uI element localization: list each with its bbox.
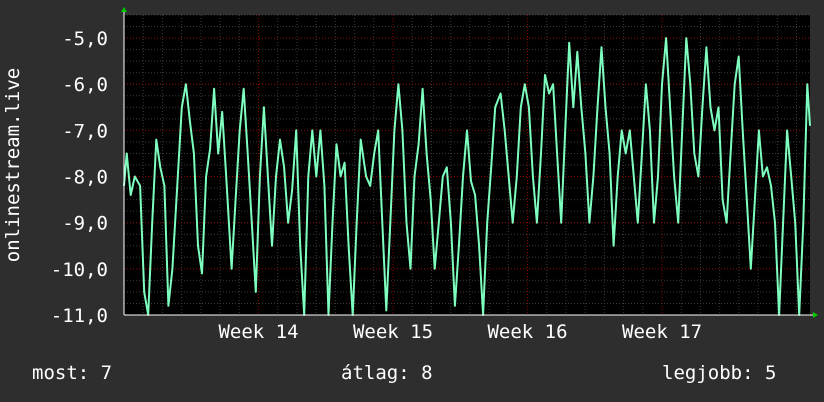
y-tick-label: -5,0 <box>62 28 108 50</box>
y-tick-label: -9,0 <box>62 213 108 235</box>
series-layer <box>123 37 811 316</box>
legend-average: átlag: 8 <box>341 362 433 384</box>
axes <box>121 7 818 318</box>
y-tick-label: -7,0 <box>62 120 108 142</box>
x-tick-label: Week 15 <box>353 321 433 343</box>
y-tick-label: -11,0 <box>51 305 108 327</box>
series-line <box>123 37 811 316</box>
x-tick-label: Week 14 <box>218 321 298 343</box>
y-axis-arrow <box>121 7 127 12</box>
x-ticks: Week 14 Week 15 Week 16 Week 17 <box>218 321 702 343</box>
legend-max: legjobb: 5 <box>662 362 777 384</box>
x-tick-label: Week 17 <box>622 321 702 343</box>
x-tick-label: Week 16 <box>487 321 567 343</box>
y-tick-label: -8,0 <box>62 167 108 189</box>
y-ticks: -5,0 -6,0 -7,0 -8,0 -9,0 -10,0 -11,0 <box>51 28 108 327</box>
y-axis-label: onlinestream.live <box>2 68 24 262</box>
y-tick-label: -6,0 <box>62 74 108 96</box>
legend-current: most: 7 <box>32 362 113 384</box>
y-tick-label: -10,0 <box>51 259 108 281</box>
x-axis-arrow <box>813 312 818 318</box>
